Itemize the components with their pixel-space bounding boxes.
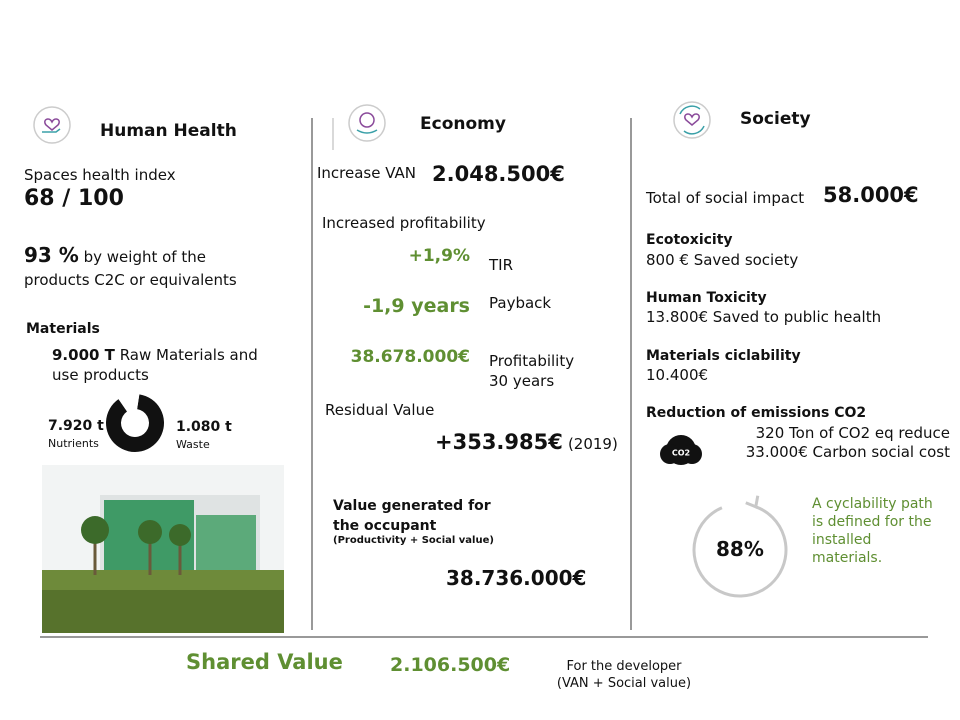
health-icon xyxy=(33,106,71,144)
cyclability-ring xyxy=(692,495,788,598)
raw-materials: 9.000 T Raw Materials and use products xyxy=(52,345,277,385)
section-title: Economy xyxy=(420,114,506,134)
residual: +353.985€ (2019) xyxy=(435,430,618,454)
c2c: 93 % by weight of the products C2C or eq… xyxy=(24,244,274,292)
co2-label: CO2 xyxy=(672,449,690,458)
value: 2.048.500€ xyxy=(432,162,565,186)
metric-label: TIR xyxy=(489,256,514,274)
metric-value: +1,9% xyxy=(408,246,470,266)
item-title: Human Toxicity xyxy=(646,290,767,306)
label: Spaces health index xyxy=(24,166,176,184)
item-text: 13.800€ Saved to public health xyxy=(646,308,882,326)
donut xyxy=(106,394,165,452)
value: 38.736.000€ xyxy=(446,566,587,590)
item-title: Materials ciclability xyxy=(646,348,801,364)
value: 9.000 T xyxy=(52,346,115,364)
donut-label: 7.920 t xyxy=(48,418,104,434)
value: 93 % xyxy=(24,243,79,267)
footer-title: Shared Value xyxy=(186,650,343,674)
label: Increase VAN xyxy=(317,164,417,182)
cyclability-text: A cyclability path is defined for the in… xyxy=(812,496,933,566)
value: 58.000€ xyxy=(823,183,919,207)
item-text: 800 € Saved society xyxy=(646,251,799,269)
arrow-head xyxy=(745,495,760,509)
donut-label: 1.080 t xyxy=(176,419,232,435)
note: (Productivity + Social value) xyxy=(333,535,494,546)
text: Raw Materials and use products xyxy=(52,346,258,384)
year: (2019) xyxy=(567,435,618,453)
donut-name: Waste xyxy=(176,438,210,451)
subtitle: Materials xyxy=(26,321,100,337)
subtitle: Value generated for the occupant xyxy=(333,498,491,534)
building-photo xyxy=(42,465,284,633)
value: 68 / 100 xyxy=(24,186,124,211)
donut-name: Nutrients xyxy=(48,437,99,450)
co2-line: 320 Ton of CO2 eq reduce xyxy=(755,424,950,442)
co2-icon: CO2 xyxy=(660,435,702,465)
co2-line: 33.000€ Carbon social cost xyxy=(745,443,950,461)
item-title: Reduction of emissions CO2 xyxy=(646,405,867,421)
cyclability-arc xyxy=(692,505,788,598)
donut-segment xyxy=(118,394,140,412)
section-title: Society xyxy=(740,109,811,129)
item-text: 10.400€ xyxy=(646,366,709,384)
metric-value: -1,9 years xyxy=(363,295,470,317)
metric-label: Payback xyxy=(489,294,552,312)
text: by weight of the products C2C or equival… xyxy=(24,248,237,289)
footer-note: For the developer (VAN + Social value) xyxy=(556,659,692,691)
metric-label: Profitability 30 years xyxy=(489,352,575,390)
item-title: Ecotoxicity xyxy=(646,232,733,248)
label: Residual Value xyxy=(325,401,435,419)
society-icon xyxy=(673,101,711,139)
donut-segment xyxy=(106,394,165,452)
section-title: Human Health xyxy=(100,121,237,141)
label: Total of social impact xyxy=(646,189,805,207)
value: +353.985€ xyxy=(435,430,563,454)
metric-value: 38.678.000€ xyxy=(350,347,470,367)
economy-icon xyxy=(332,104,386,150)
cyclability-value: 88% xyxy=(716,537,764,561)
footer-value: 2.106.500€ xyxy=(390,654,511,676)
subtitle: Increased profitability xyxy=(322,214,486,232)
